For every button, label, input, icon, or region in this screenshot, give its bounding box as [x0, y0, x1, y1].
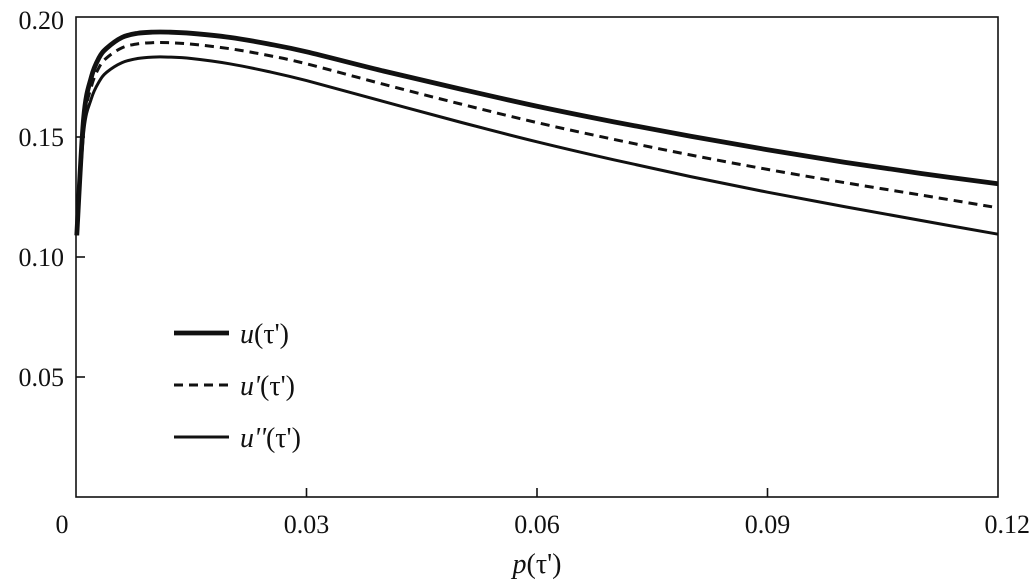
x-tick-label: 0.09 [745, 510, 791, 539]
y-tick-label: 0.10 [19, 243, 65, 272]
x-axis-title-arg: (τ') [527, 549, 562, 580]
legend: u(τ')u'(τ')u''(τ') [174, 319, 301, 454]
x-tick-label: 0.12 [985, 510, 1031, 539]
plot-frame [75, 16, 999, 498]
legend-label: u(τ') [240, 319, 289, 350]
x-axis-title: p(τ') [511, 549, 562, 580]
y-tick-label: 0.05 [19, 363, 65, 392]
x-tick-label: 0 [56, 510, 69, 539]
series-line-1 [74, 29, 999, 236]
y-tick-label: 0.20 [19, 6, 65, 35]
legend-label-var: u' [240, 371, 261, 402]
x-axis-title-var: p [511, 549, 527, 580]
legend-label-arg: (τ') [254, 319, 289, 350]
x-tick-label: 0.06 [514, 510, 560, 539]
legend-label-arg: (τ') [266, 423, 301, 454]
series-line-2 [75, 41, 999, 236]
axis-ticks: 0 0.03 0.06 0.09 0.12 0.05 0.10 0.15 0.20 [19, 6, 1031, 539]
legend-label: u'(τ') [240, 371, 295, 402]
legend-label-arg: (τ') [260, 371, 295, 402]
legend-label-var: u [240, 319, 254, 350]
series-line-3 [75, 55, 999, 236]
x-tick-label: 0.03 [284, 510, 330, 539]
legend-label: u''(τ') [240, 423, 301, 454]
legend-label-var: u'' [240, 423, 267, 454]
series-layer [74, 29, 999, 236]
y-tick-label: 0.15 [19, 123, 65, 152]
